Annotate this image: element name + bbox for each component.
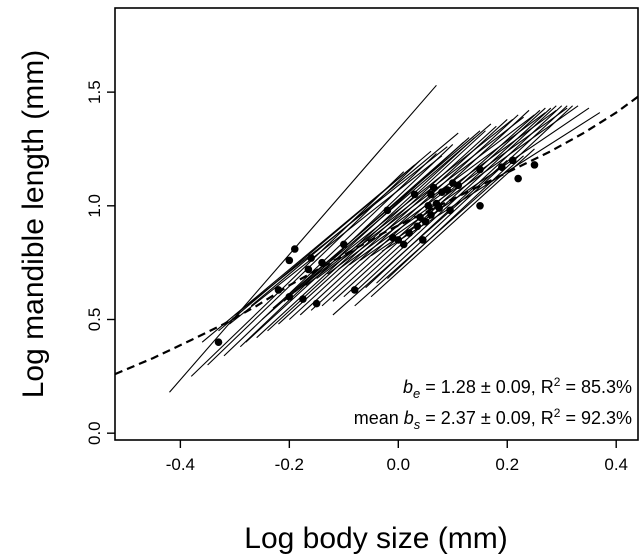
- data-point-1: [274, 286, 283, 294]
- x-tick-label-4: 0.4: [604, 455, 628, 474]
- data-point-24: [427, 211, 435, 219]
- individual-line-25: [305, 116, 524, 286]
- annotation-line-1: be = 1.28 ± 0.09, R2 = 85.3%: [403, 375, 632, 401]
- y-tick-label-3: 1.5: [85, 80, 104, 104]
- annotation-2-symbol: b: [404, 408, 414, 428]
- data-point-17: [410, 190, 419, 199]
- individual-line-6: [256, 137, 475, 339]
- data-point-3: [285, 256, 294, 265]
- annotation-2-suffix: = 92.3%: [560, 408, 632, 428]
- x-axis: -0.4 -0.2 0.0 0.2 0.4: [166, 440, 628, 474]
- individual-lines: [169, 84, 601, 393]
- data-point-20: [419, 236, 427, 244]
- individual-line-31: [370, 107, 590, 257]
- individual-line-35: [229, 155, 443, 325]
- y-tick-label-2: 1.0: [85, 194, 104, 218]
- plot-frame: [114, 7, 639, 441]
- annotation-2-prefix: mean: [354, 408, 404, 428]
- annotation-2-subscript: s: [414, 417, 421, 432]
- annotation-line-2: mean bs = 2.37 ± 0.09, R2 = 92.3%: [354, 406, 632, 432]
- data-point-5: [299, 295, 307, 303]
- data-point-6: [304, 265, 313, 274]
- data-point-25: [429, 183, 438, 192]
- annotation-1-text: = 1.28 ± 0.09, R: [420, 377, 553, 397]
- data-point-16: [405, 229, 413, 237]
- annotation-2-text: = 2.37 ± 0.09, R: [420, 408, 553, 428]
- annotation-2-superscript: 2: [554, 406, 561, 420]
- data-point-8: [312, 299, 321, 308]
- data-point-14: [394, 236, 403, 244]
- annotation-1-suffix: = 85.3%: [560, 377, 632, 397]
- data-point-7: [307, 254, 315, 262]
- data-point-22: [424, 202, 433, 210]
- x-tick-label-1: -0.2: [275, 455, 304, 474]
- y-axis: 0.0 0.5 1.0 1.5: [85, 80, 115, 445]
- data-point-32: [454, 181, 463, 190]
- fitted-curve: [114, 95, 639, 376]
- individual-line-24: [294, 118, 514, 293]
- fitted-curve-path: [114, 95, 639, 376]
- annotation-1-subscript: e: [413, 386, 420, 401]
- annotation-1-superscript: 2: [554, 375, 561, 389]
- data-point-21: [421, 217, 430, 226]
- x-tick-label-3: 0.2: [495, 455, 519, 474]
- data-point-0: [214, 338, 223, 347]
- individual-line-38: [370, 148, 535, 298]
- data-point-38: [530, 161, 539, 169]
- individual-line-26: [316, 114, 535, 280]
- x-axis-title: Log body size (mm): [244, 522, 507, 555]
- data-point-4: [290, 245, 299, 253]
- data-point-9: [318, 258, 326, 267]
- data-point-33: [476, 165, 484, 174]
- data-point-2: [285, 292, 294, 301]
- data-point-37: [514, 174, 522, 183]
- data-point-15: [399, 240, 408, 249]
- data-points: [214, 156, 539, 347]
- data-point-12: [383, 206, 392, 215]
- data-point-36: [508, 156, 517, 165]
- data-point-23: [427, 190, 435, 199]
- individual-line-1: [190, 171, 405, 377]
- data-point-34: [476, 202, 484, 210]
- data-point-27: [435, 204, 443, 212]
- data-point-29: [443, 186, 452, 194]
- individual-line-32: [381, 112, 601, 252]
- data-point-19: [416, 213, 424, 221]
- individual-line-10: [299, 114, 519, 316]
- data-point-10: [340, 240, 348, 249]
- data-point-30: [446, 206, 454, 215]
- y-tick-label-1: 0.5: [85, 308, 104, 332]
- individual-line-37: [354, 155, 524, 307]
- x-tick-label-2: 0.0: [386, 455, 410, 474]
- individual-line-27: [327, 112, 546, 275]
- y-axis-title: Log mandible length (mm): [17, 50, 50, 399]
- y-tick-label-0: 0.0: [85, 421, 104, 445]
- data-point-11: [350, 286, 359, 294]
- individual-line-0: [169, 84, 437, 393]
- individual-line-34: [201, 164, 415, 343]
- data-point-35: [498, 163, 506, 171]
- individual-line-30: [359, 105, 579, 261]
- data-point-18: [413, 222, 422, 231]
- x-tick-label-0: -0.4: [166, 455, 195, 474]
- annotation-1-symbol: b: [403, 377, 413, 397]
- individual-line-3: [223, 153, 437, 357]
- individual-line-20: [272, 130, 481, 309]
